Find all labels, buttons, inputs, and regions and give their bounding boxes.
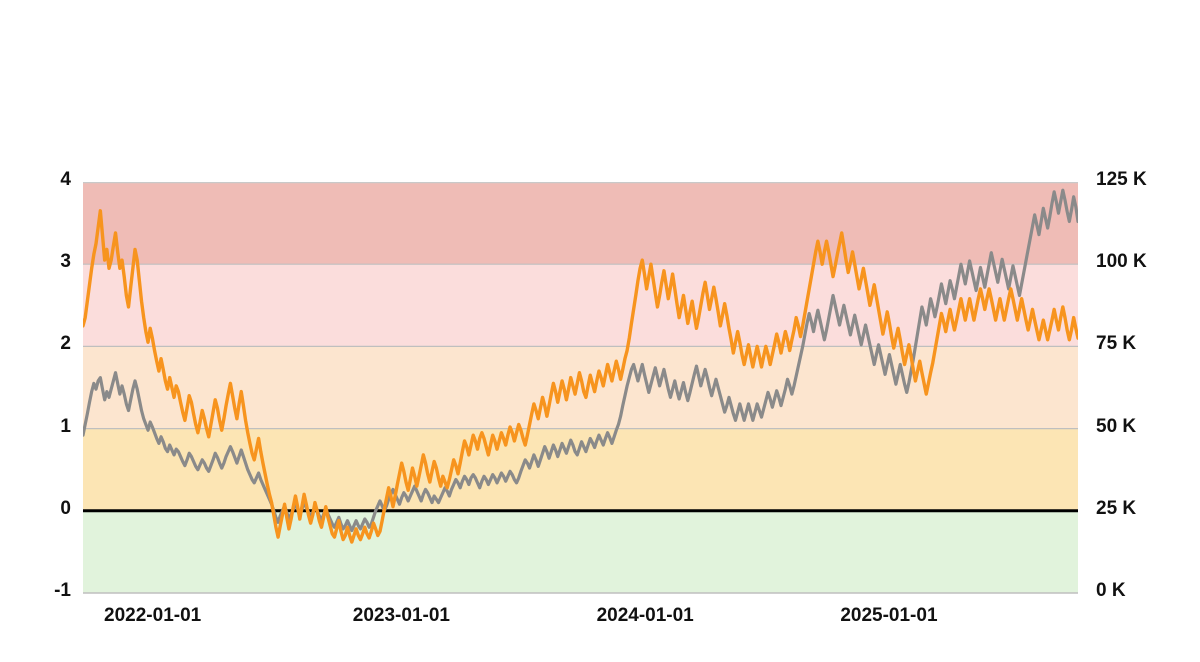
y-axis-left-tick-0: 0 [60, 497, 71, 519]
series-line-mvrv-z [81, 209, 1080, 544]
y-axis-left-tick-1: 1 [60, 415, 71, 437]
y-axis-left-tick-2: 2 [60, 333, 71, 355]
plot-mask-bottom [0, 595, 1200, 662]
band-undervaluation [83, 510, 1078, 593]
x-axis-tick-2024-01-01: 2024-01-01 [596, 605, 694, 626]
y-axis-right-tick-50K: 50 K [1096, 415, 1137, 437]
x-axis-tick-2022-01-01: 2022-01-01 [104, 605, 202, 626]
y-axis-left-tick-3: 3 [60, 251, 71, 273]
y-axis-right-tick-100K: 100 K [1096, 251, 1147, 273]
plot-mask-left [0, 0, 83, 662]
y-axis-left-tick-neg1: -1 [54, 580, 71, 601]
x-axis-tick-2023-01-01: 2023-01-01 [352, 605, 450, 626]
y-axis-right-tick-125K: 125 K [1096, 169, 1147, 190]
band-extreme-overvaluation [83, 182, 1078, 265]
y-axis-left-tick-4: 4 [60, 169, 71, 190]
y-axis-right-tick-0K: 0 K [1096, 580, 1126, 601]
x-axis-tick-2025-01-01: 2025-01-01 [840, 605, 938, 626]
y-axis-right-tick-75K: 75 K [1096, 333, 1137, 355]
plot-mask-top [0, 0, 1200, 182]
band-high-overvaluation [83, 264, 1078, 347]
y-axis-right-tick-25K: 25 K [1096, 497, 1137, 519]
plot-mask-right [1078, 0, 1200, 662]
